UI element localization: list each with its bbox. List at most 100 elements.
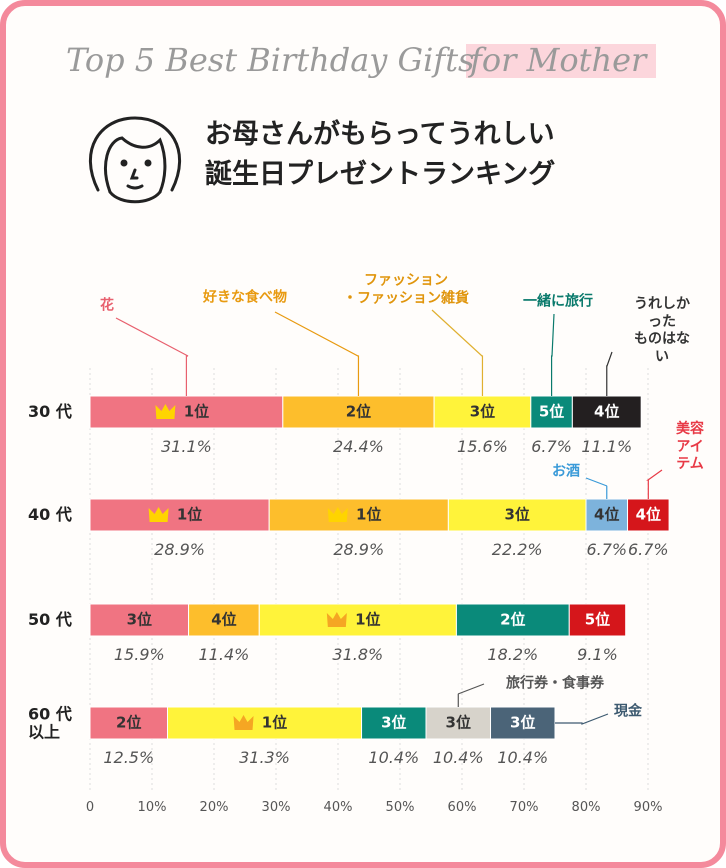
x-tick-label: 50% bbox=[385, 799, 415, 815]
crown-icon bbox=[155, 404, 176, 419]
chart-title: Top 5 Best Birthday Gifts bbox=[66, 41, 475, 79]
data-label: 10.4% bbox=[432, 748, 484, 767]
crown-icon bbox=[326, 612, 347, 627]
rank-label: 1位 bbox=[355, 610, 381, 629]
rank-label: 4位 bbox=[594, 505, 620, 524]
series-label: 旅行券・食事券 bbox=[506, 675, 604, 692]
subtitle: 誕生日プレゼントランキング bbox=[205, 159, 556, 190]
y-tick-label: 50 代 bbox=[28, 610, 72, 630]
leader-line bbox=[555, 713, 609, 725]
bar-segment bbox=[447, 498, 587, 532]
rank-label: 3位 bbox=[504, 505, 530, 524]
y-tick-label: 40 代 bbox=[28, 505, 72, 525]
data-label: 15.9% bbox=[113, 645, 165, 664]
rank-label: 4位 bbox=[594, 402, 620, 421]
data-label: 6.7% bbox=[627, 540, 669, 559]
series-label: ファッション ・ファッション雑貨 bbox=[343, 272, 469, 307]
bar-segment bbox=[167, 706, 363, 740]
leader-line bbox=[606, 351, 613, 396]
x-tick-label: 0 bbox=[85, 799, 95, 815]
data-label: 31.3% bbox=[239, 748, 290, 767]
x-tick-label: 40% bbox=[323, 799, 353, 815]
bar-segment bbox=[188, 603, 260, 637]
x-tick-label: 20% bbox=[199, 799, 229, 815]
rank-label: 3位 bbox=[510, 713, 536, 732]
x-tick-label: 80% bbox=[571, 799, 601, 815]
rank-label: 5位 bbox=[584, 610, 611, 629]
x-tick-label: 90% bbox=[633, 799, 663, 815]
leader-line bbox=[115, 317, 189, 396]
bar-segment bbox=[258, 603, 457, 637]
bar-segment bbox=[361, 706, 427, 740]
crown-icon bbox=[148, 507, 169, 522]
bar-segment bbox=[268, 498, 449, 532]
crown-icon bbox=[233, 715, 254, 730]
rank-label: 1位 bbox=[356, 505, 382, 524]
face-icon bbox=[88, 116, 182, 204]
series-label: 一緒に旅行 bbox=[523, 293, 593, 310]
data-label: 6.7% bbox=[531, 437, 572, 456]
y-tick-label: 60 代 以上 bbox=[28, 704, 72, 741]
x-tick-label: 60% bbox=[447, 799, 477, 815]
data-label: 18.2% bbox=[487, 645, 539, 664]
data-label: 22.2% bbox=[491, 540, 543, 559]
rank-label: 4位 bbox=[635, 505, 662, 524]
leader-line bbox=[585, 477, 608, 499]
rank-label: 3位 bbox=[126, 610, 152, 629]
rank-label: 5位 bbox=[538, 402, 565, 421]
data-label: 10.4% bbox=[497, 748, 549, 767]
rank-label: 1位 bbox=[183, 402, 210, 421]
title-highlight-bg bbox=[466, 44, 656, 78]
leader-line bbox=[431, 309, 484, 396]
bar-segment bbox=[568, 603, 627, 637]
bar-segment bbox=[455, 603, 570, 637]
leader-line bbox=[274, 311, 360, 396]
series-label: 花 bbox=[100, 297, 114, 314]
data-label: 31.8% bbox=[332, 645, 384, 664]
rank-label: 4位 bbox=[211, 610, 237, 629]
x-tick-label: 70% bbox=[509, 799, 539, 815]
bar-segment bbox=[571, 395, 642, 429]
series-label: 現金 bbox=[614, 703, 642, 720]
series-label: 美容 アイテム bbox=[676, 420, 704, 472]
x-tick-label: 10% bbox=[137, 799, 167, 815]
chart-title-highlight: for Mother bbox=[470, 41, 647, 79]
series-label: お酒 bbox=[552, 463, 580, 480]
bar-segment bbox=[490, 706, 556, 740]
data-label: 11.1% bbox=[581, 437, 633, 456]
x-tick-label: 30% bbox=[261, 799, 291, 815]
series-label: 好きな食べ物 bbox=[203, 289, 287, 306]
data-label: 12.5% bbox=[103, 748, 155, 767]
data-label: 28.9% bbox=[154, 540, 205, 559]
rank-label: 3位 bbox=[445, 713, 471, 732]
rank-label: 3位 bbox=[469, 402, 496, 421]
rank-label: 2位 bbox=[500, 610, 526, 629]
data-label: 31.1% bbox=[160, 437, 212, 456]
data-label: 9.1% bbox=[577, 645, 618, 664]
rank-label: 1位 bbox=[176, 505, 203, 524]
rank-label: 2位 bbox=[345, 402, 372, 421]
data-label: 11.4% bbox=[198, 645, 250, 664]
y-tick-label: 30 代 bbox=[28, 402, 72, 422]
leader-line bbox=[550, 313, 555, 396]
rank-label: 3位 bbox=[381, 713, 407, 732]
leader-line bbox=[457, 683, 485, 707]
leader-line bbox=[646, 469, 663, 499]
series-label: うれしかった ものはない bbox=[634, 296, 690, 365]
crown-icon bbox=[327, 507, 348, 522]
data-label: 28.9% bbox=[333, 540, 385, 559]
rank-label: 2位 bbox=[116, 713, 142, 732]
data-label: 15.6% bbox=[457, 437, 508, 456]
bar-segment bbox=[89, 706, 168, 740]
bar-segment bbox=[433, 395, 532, 429]
bar-segment bbox=[627, 498, 670, 532]
rank-label: 1位 bbox=[261, 713, 288, 732]
bar-segment bbox=[89, 498, 270, 532]
bar-segment bbox=[282, 395, 435, 429]
data-label: 24.4% bbox=[333, 437, 384, 456]
subtitle: お母さんがもらってうれしい bbox=[205, 119, 555, 150]
data-label: 10.4% bbox=[368, 748, 420, 767]
